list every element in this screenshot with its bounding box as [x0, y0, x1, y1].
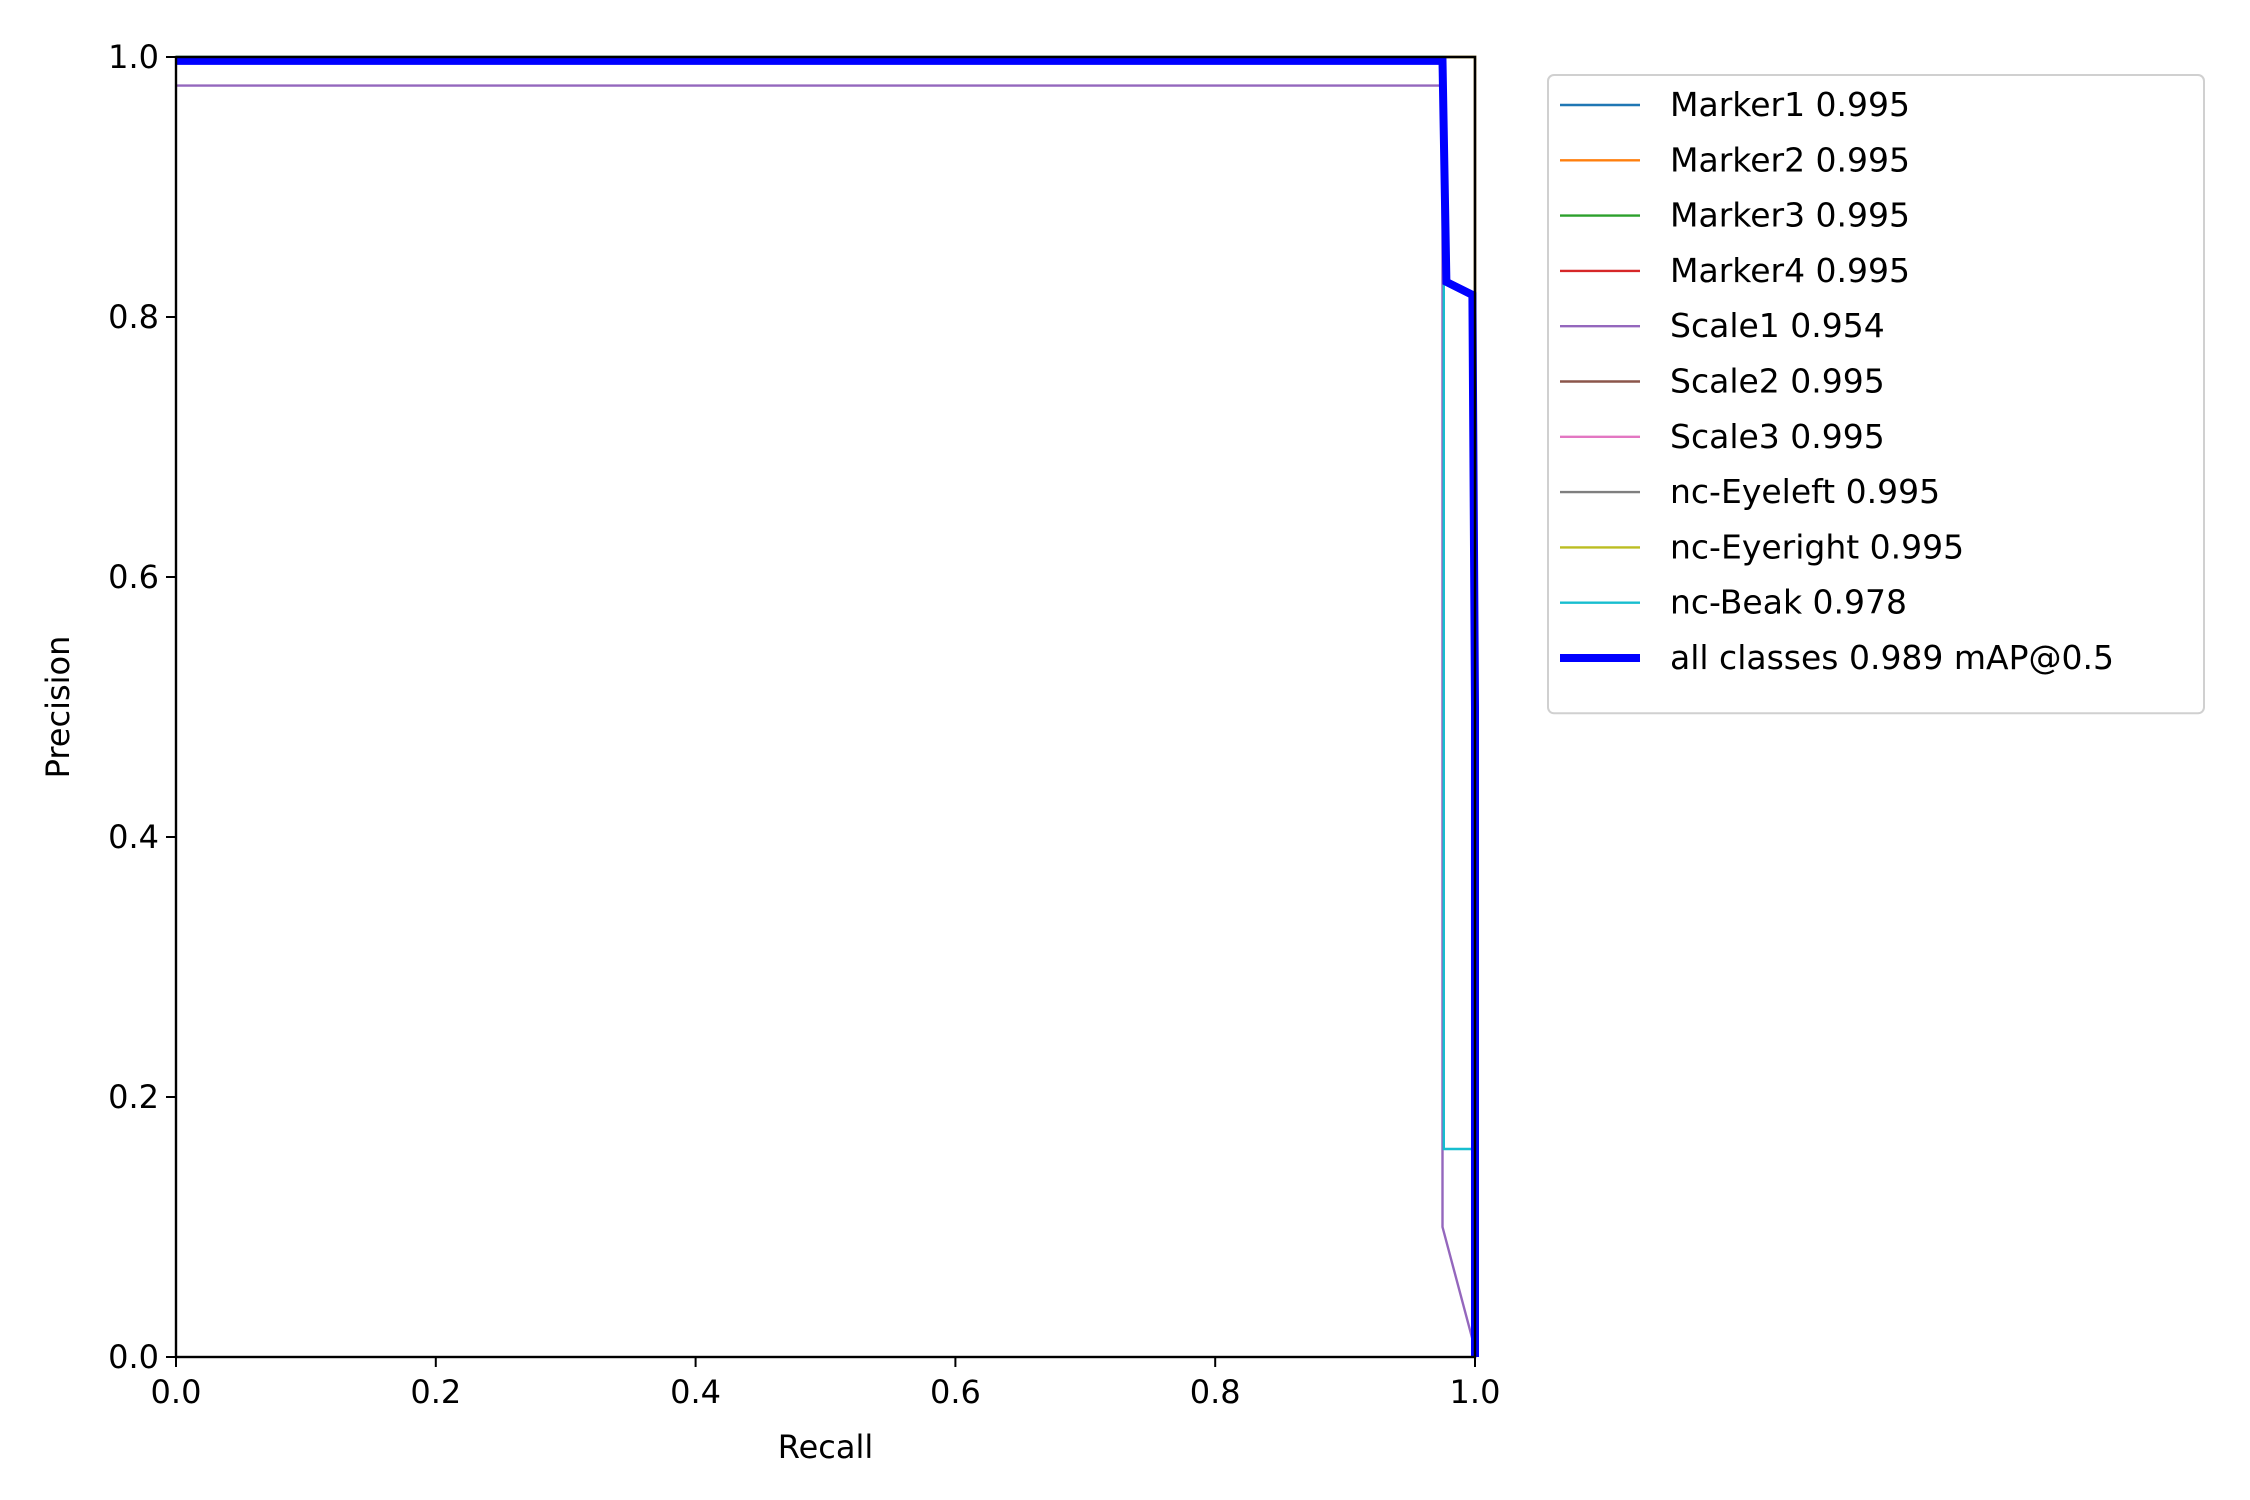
plot-area [176, 55, 1479, 1358]
series-line-3 [176, 55, 1477, 1357]
legend-label: Marker1 0.995 [1670, 85, 1910, 124]
series-line-9 [176, 55, 1477, 1357]
series-line-6 [176, 55, 1477, 1357]
x-tick-label: 0.4 [670, 1373, 721, 1411]
x-tick-label: 0.6 [930, 1373, 981, 1411]
x-axis: 0.0 0.2 0.4 0.6 0.8 1.0 [151, 1357, 1501, 1411]
legend-label: nc-Eyeleft 0.995 [1670, 472, 1940, 511]
legend-label: Marker3 0.995 [1670, 196, 1910, 235]
x-tick-label: 0.2 [410, 1373, 461, 1411]
series-line-1 [176, 55, 1477, 1357]
legend-label: nc-Eyeright 0.995 [1670, 527, 1964, 566]
y-tick-label: 0.2 [108, 1078, 159, 1116]
series-line-7 [176, 55, 1477, 1357]
series-line-4 [176, 55, 1477, 1357]
x-tick-label: 0.0 [151, 1373, 202, 1411]
legend-label: Marker4 0.995 [1670, 251, 1910, 290]
legend-label: all classes 0.989 mAP@0.5 [1670, 638, 2114, 677]
x-tick-label: 0.8 [1190, 1373, 1241, 1411]
series-line-2 [176, 55, 1477, 1357]
y-axis: 0.0 0.2 0.4 0.6 0.8 1.0 [108, 38, 176, 1376]
legend-label: Scale2 0.995 [1670, 362, 1885, 401]
y-tick-label: 0.0 [108, 1338, 159, 1376]
legend-label: nc-Beak 0.978 [1670, 583, 1907, 622]
x-tick-label: 1.0 [1450, 1373, 1501, 1411]
legend-label: Marker2 0.995 [1670, 140, 1910, 179]
series-line-10 [176, 55, 1477, 1357]
x-axis-label: Recall [778, 1428, 873, 1466]
y-tick-label: 0.4 [108, 818, 159, 856]
y-tick-label: 0.8 [108, 298, 159, 336]
series-line-11 [176, 56, 1479, 1357]
legend-label: Scale1 0.954 [1670, 306, 1885, 345]
y-tick-label: 1.0 [108, 38, 159, 76]
legend: Marker1 0.995 Marker2 0.995 Marker3 0.995 M… [1547, 74, 2205, 715]
series-line-5 [176, 84, 1477, 1358]
y-axis-label: Precision [39, 636, 77, 779]
axes-frame [174, 55, 1477, 1359]
series-line-8 [176, 55, 1477, 1357]
y-tick-label: 0.6 [108, 558, 159, 596]
legend-label: Scale3 0.995 [1670, 417, 1885, 456]
legend-frame [1547, 74, 2205, 715]
